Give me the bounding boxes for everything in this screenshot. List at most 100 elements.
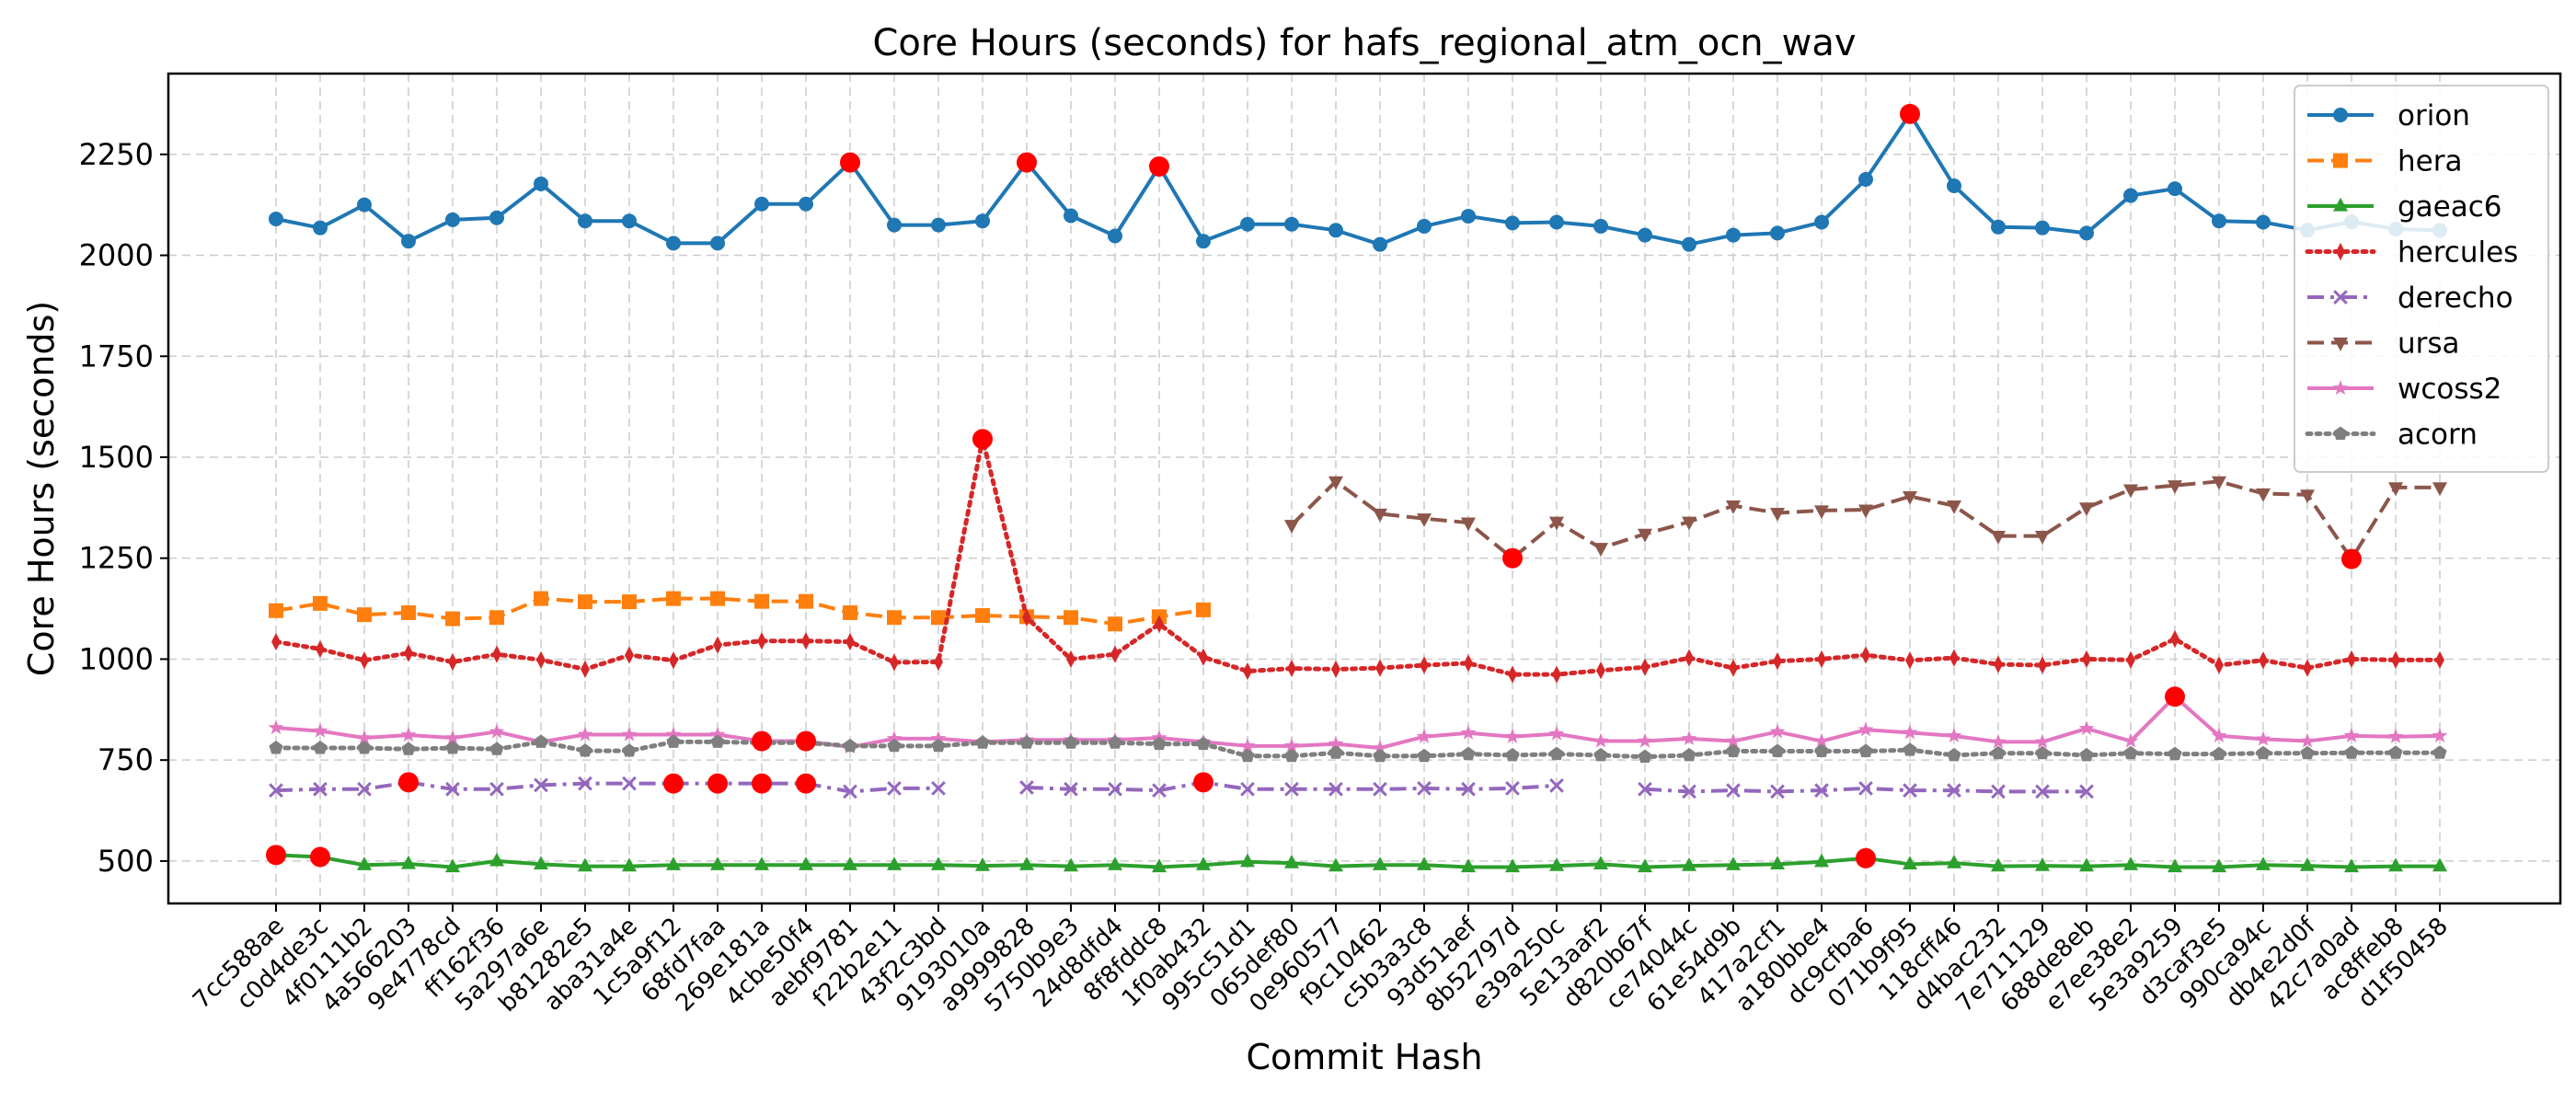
data-point-marker: [357, 197, 372, 213]
series-line: [1290, 479, 2440, 561]
data-point-marker: [1416, 728, 1432, 743]
data-point-marker: [2303, 659, 2312, 677]
legend-label: acorn: [2398, 419, 2478, 452]
data-point-marker: [1152, 736, 1167, 751]
data-point-marker: [578, 743, 592, 757]
data-point-marker: [492, 645, 501, 663]
data-point-marker: [1991, 857, 2006, 872]
legend-item-hercules: hercules: [2305, 236, 2518, 270]
data-point-marker: [975, 735, 990, 749]
data-point-marker: [1108, 857, 1122, 870]
data-point-marker: [622, 594, 637, 610]
outlier-point: [1502, 547, 1523, 569]
data-point-marker: [1373, 781, 1387, 797]
data-point-marker: [401, 234, 416, 249]
data-point-marker: [1504, 728, 1521, 743]
data-point-marker: [1110, 645, 1120, 663]
data-point-marker: [1593, 543, 1608, 557]
data-point-marker: [1857, 721, 1874, 737]
data-point-marker: [622, 743, 637, 757]
data-point-marker: [1858, 781, 1873, 796]
data-point-marker: [1505, 215, 1520, 231]
data-point-marker: [843, 857, 857, 870]
outlier-point: [398, 772, 419, 793]
data-point-marker: [1814, 743, 1829, 757]
series-hercules: [271, 430, 2444, 684]
data-point-marker: [1947, 178, 1961, 194]
data-point-marker: [1328, 223, 1343, 238]
data-point-marker: [1726, 227, 1741, 243]
data-point-marker: [887, 610, 902, 626]
data-point-marker: [1373, 508, 1387, 523]
data-point-marker: [975, 608, 990, 624]
data-point-marker: [1548, 725, 1565, 741]
data-point-marker: [534, 591, 548, 606]
data-point-marker: [1726, 857, 1741, 870]
legend-label: hera: [2398, 145, 2462, 178]
data-point-marker: [1417, 748, 1432, 763]
legend-label: hercules: [2398, 236, 2518, 270]
data-point-marker: [2333, 337, 2348, 351]
data-point-marker: [2300, 857, 2315, 871]
data-point-marker: [1770, 225, 1785, 241]
legend-label: orion: [2398, 99, 2470, 132]
legend-item-wcoss2: wcoss2: [2307, 373, 2501, 406]
data-point-marker: [710, 591, 725, 606]
data-point-marker: [1461, 858, 1476, 873]
data-point-marker: [578, 213, 592, 229]
data-point-marker: [400, 727, 417, 742]
data-point-marker: [2256, 745, 2271, 760]
data-point-marker: [1328, 735, 1344, 751]
data-point-marker: [445, 781, 460, 797]
data-point-marker: [445, 212, 460, 227]
outlier-point: [752, 773, 772, 794]
data-point-marker: [1284, 216, 1299, 232]
data-point-marker: [271, 632, 281, 651]
data-point-marker: [1682, 747, 1696, 762]
data-point-marker: [1682, 857, 1696, 871]
data-point-marker: [1638, 528, 1652, 543]
data-point-marker: [1508, 665, 1517, 684]
series-derecho: [269, 775, 2094, 799]
data-point-marker: [1552, 665, 1561, 684]
data-point-marker: [1287, 659, 1296, 678]
y-tick-label: 1250: [79, 541, 154, 576]
data-point-marker: [1903, 742, 1917, 756]
data-point-marker: [448, 652, 457, 672]
x-axis-ticks: 7cc588aec0d4de3c4f0111b24a5662039e4778cd…: [188, 903, 2454, 1018]
data-point-marker: [1240, 853, 1255, 868]
data-point-marker: [1638, 227, 1652, 243]
data-point-marker: [2344, 858, 2359, 873]
data-point-marker: [1994, 655, 2003, 673]
data-point-marker: [1417, 781, 1432, 796]
data-point-marker: [2336, 242, 2345, 261]
data-point-marker: [2122, 732, 2139, 748]
data-point-marker: [2168, 480, 2182, 494]
data-point-marker: [1991, 745, 2006, 760]
data-point-marker: [625, 646, 634, 664]
y-tick-label: 1500: [79, 440, 154, 475]
data-point-marker: [666, 591, 681, 606]
data-point-marker: [2123, 188, 2138, 203]
data-point-marker: [931, 857, 946, 870]
data-point-marker: [1638, 858, 1652, 873]
data-point-marker: [2333, 426, 2348, 440]
outlier-point: [707, 773, 728, 794]
data-point-marker: [890, 653, 899, 672]
data-point-marker: [1375, 659, 1385, 677]
data-point-marker: [2432, 857, 2447, 872]
data-point-marker: [2034, 733, 2051, 749]
data-point-marker: [360, 651, 369, 670]
data-point-marker: [1420, 656, 1429, 674]
data-point-marker: [2035, 784, 2050, 799]
data-point-marker: [1726, 500, 1741, 514]
outlier-point: [1149, 155, 1169, 177]
data-point-marker: [1861, 646, 1870, 664]
data-point-marker: [2432, 482, 2447, 497]
data-point-marker: [2255, 730, 2271, 746]
data-point-marker: [1022, 608, 1031, 627]
data-point-marker: [313, 741, 328, 754]
data-point-marker: [1769, 723, 1786, 739]
y-tick-label: 1750: [79, 339, 154, 374]
